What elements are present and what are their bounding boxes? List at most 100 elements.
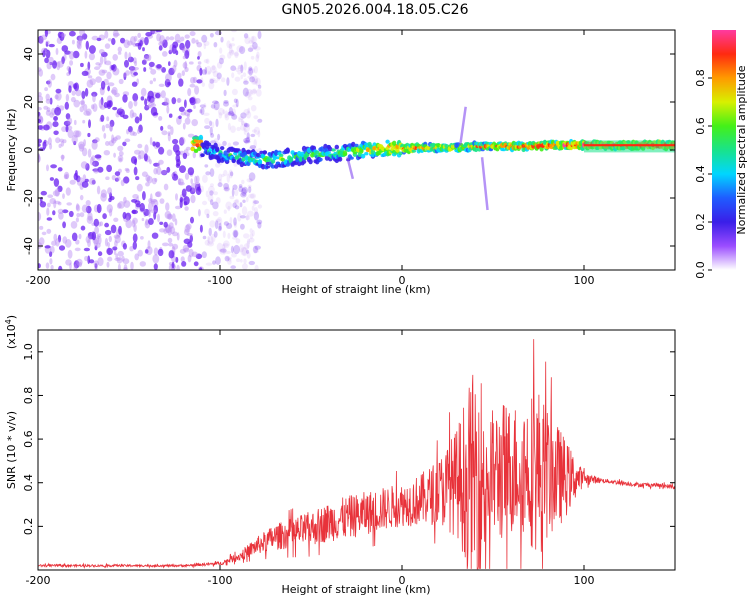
spectrogram-noise-cell xyxy=(132,93,139,102)
spectrogram-signal-cell xyxy=(256,152,261,158)
spectrogram-noise-cell xyxy=(236,45,244,53)
spectrogram-noise-cell xyxy=(153,112,159,116)
spectrogram-signal-cell xyxy=(357,152,362,158)
spectrogram-noise-cell xyxy=(176,98,182,103)
spectrogram-noise-cell xyxy=(182,62,188,69)
spectrogram-noise-cell xyxy=(229,49,235,56)
spectrogram-signal-cell xyxy=(206,142,212,147)
spectrogram-noise-cell xyxy=(79,100,85,105)
spectrogram-noise-cell xyxy=(63,174,68,180)
spectrogram-noise-cell xyxy=(179,42,185,51)
spectrogram-noise-cell xyxy=(144,98,148,106)
spectrogram-noise-cell xyxy=(248,172,256,181)
spectrogram-noise-cell xyxy=(231,37,235,42)
spectrogram-noise-cell xyxy=(223,240,230,249)
spectrogram-noise-cell xyxy=(148,198,153,204)
spectrogram-noise-cell xyxy=(109,192,113,200)
spectrogram-noise-cell xyxy=(38,67,42,72)
spectrogram-noise-cell xyxy=(38,138,42,144)
spectrogram-noise-cell xyxy=(175,193,178,201)
spectrogram-noise-cell xyxy=(112,106,118,111)
spectrogram-signal-cell xyxy=(241,157,246,162)
spectrogram-noise-cell xyxy=(118,78,124,85)
spectrogram-noise-cell xyxy=(240,247,247,256)
spectrogram-signal-cell xyxy=(246,149,251,155)
colorbar-tick-label: 0.4 xyxy=(694,165,707,183)
spectrogram-noise-cell xyxy=(218,178,222,184)
spectrogram-noise-cell xyxy=(247,184,252,189)
spectrogram-noise-cell xyxy=(235,98,239,108)
spectrogram-noise-cell xyxy=(108,140,115,147)
spectrogram-noise-cell xyxy=(160,90,166,99)
spectrogram-noise-cell xyxy=(187,88,192,97)
spectrogram-noise-cell xyxy=(253,211,259,221)
spectrogram-signal-cell xyxy=(265,161,271,166)
spectrogram-noise-cell xyxy=(74,119,77,126)
spectrogram-noise-cell xyxy=(49,258,53,265)
spectrogram-noise-cell xyxy=(96,185,101,195)
spectrogram-noise-cell xyxy=(254,207,258,215)
spectrogram-noise-cell xyxy=(174,33,181,43)
spectrogram-noise-cell xyxy=(155,30,163,33)
spectrogram-noise-cell xyxy=(71,90,76,96)
spectrogram-noise-cell xyxy=(40,190,47,196)
spectrogram-noise-cell xyxy=(246,178,253,183)
spectrogram-noise-cell xyxy=(233,244,241,255)
spectrogram-noise-cell xyxy=(53,130,59,136)
spectrogram-noise-cell xyxy=(155,141,161,148)
colorbar-ticks: 0.0 0.2 0.4 0.6 0.8 xyxy=(694,69,712,279)
spectrogram-noise-cell xyxy=(50,265,54,270)
spectrogram-noise-cell xyxy=(123,267,128,270)
spectrogram-noise-cell xyxy=(97,251,103,257)
spectrogram-noise-cell xyxy=(218,173,223,182)
spectrogram-noise-cell xyxy=(196,175,200,183)
spectrogram-noise-cell xyxy=(58,143,62,148)
spectrogram-noise-cell xyxy=(216,61,223,69)
spectrogram-noise-cell xyxy=(148,218,154,225)
spectrogram-noise-cell xyxy=(110,89,117,94)
spectrogram-noise-cell xyxy=(62,193,65,200)
spectrogram-noise-cell xyxy=(219,249,226,255)
spectrogram-noise-cell xyxy=(65,173,69,180)
spectrogram-signal-cell xyxy=(260,153,266,159)
spectrogram-noise-cell xyxy=(80,161,88,169)
spectrogram-noise-cell xyxy=(57,234,62,243)
spectrogram-noise-cell xyxy=(50,73,56,81)
spectrogram-noise-cell xyxy=(187,167,195,176)
spectrogram-noise-cell xyxy=(193,105,196,109)
spectrogram-noise-cell xyxy=(107,187,113,195)
spectrogram-noise-cell xyxy=(234,52,239,57)
spectrogram-noise-cell xyxy=(213,191,219,196)
spectrogram-noise-cell xyxy=(203,112,210,117)
spectrogram-noise-cell xyxy=(156,64,162,69)
spectrogram-noise-cell xyxy=(172,64,177,73)
spectrogram-noise-cell xyxy=(223,100,229,104)
spectrogram-noise-cell xyxy=(106,71,112,80)
spectrogram-noise-cell xyxy=(104,43,111,49)
spectrogram-noise-cell xyxy=(108,235,113,243)
spectrogram-noise-cell xyxy=(78,141,85,150)
spectrogram-noise-cell xyxy=(81,98,85,108)
spectrogram-noise-cell xyxy=(81,147,88,157)
spectrogram-noise-cell xyxy=(46,62,52,70)
spectrogram-noise-cell xyxy=(131,112,137,118)
spectrogram-noise-cell xyxy=(38,118,41,124)
spectrogram-noise-cell xyxy=(238,186,244,193)
spectrogram-noise-cell xyxy=(97,257,104,267)
spectrogram-noise-cell xyxy=(133,99,138,107)
spectrogram-noise-cell xyxy=(221,77,226,83)
spectrogram-noise-cell xyxy=(230,265,236,269)
spectrogram-noise-cell xyxy=(175,256,179,263)
spectrogram-noise-cell xyxy=(238,184,243,188)
spectrogram-noise-cell xyxy=(58,265,63,270)
spectrogram-noise-cell xyxy=(237,64,244,72)
spectrogram-noise-cell xyxy=(213,107,219,111)
y-tick-label: 0.6 xyxy=(22,430,35,448)
spectrogram-noise-cell xyxy=(175,150,181,156)
spectrogram-noise-cell xyxy=(246,249,250,254)
spectrogram-noise-cell xyxy=(76,212,81,218)
spectrogram-noise-cell xyxy=(230,65,237,71)
spectrogram-noise-cell xyxy=(48,56,54,65)
spectrogram-noise-cell xyxy=(46,164,49,172)
spectrogram-noise-cell xyxy=(135,176,140,181)
